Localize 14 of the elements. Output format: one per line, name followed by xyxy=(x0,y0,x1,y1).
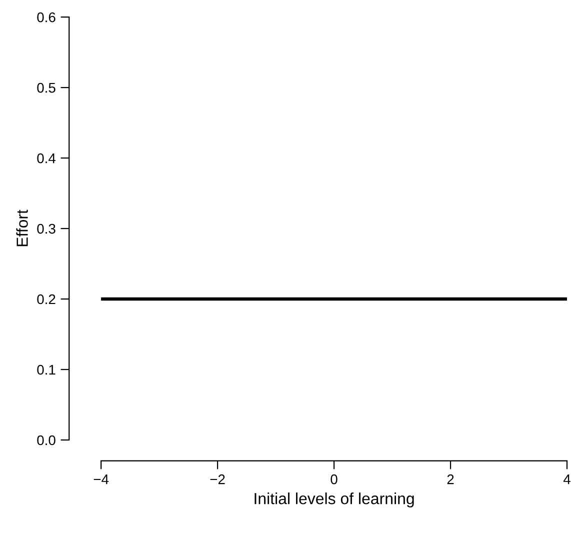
y-tick-label: 0.3 xyxy=(37,224,56,234)
x-tick-label: 0 xyxy=(330,474,338,484)
y-tick-label: 0.6 xyxy=(37,12,56,22)
x-axis-title: Initial levels of learning xyxy=(254,492,414,508)
y-tick-label: 0.0 xyxy=(37,435,56,446)
x-tick-label: −2 xyxy=(210,474,225,484)
y-tick-label: 0.1 xyxy=(37,364,56,375)
x-tick-label: 2 xyxy=(447,474,454,484)
y-tick-label: 0.2 xyxy=(37,294,56,304)
y-axis-title: Effort xyxy=(16,210,28,246)
y-tick-label: 0.4 xyxy=(37,153,56,164)
y-tick-label: 0.5 xyxy=(37,82,56,93)
x-tick-label: −4 xyxy=(94,474,109,484)
x-tick-label: 4 xyxy=(563,474,570,484)
